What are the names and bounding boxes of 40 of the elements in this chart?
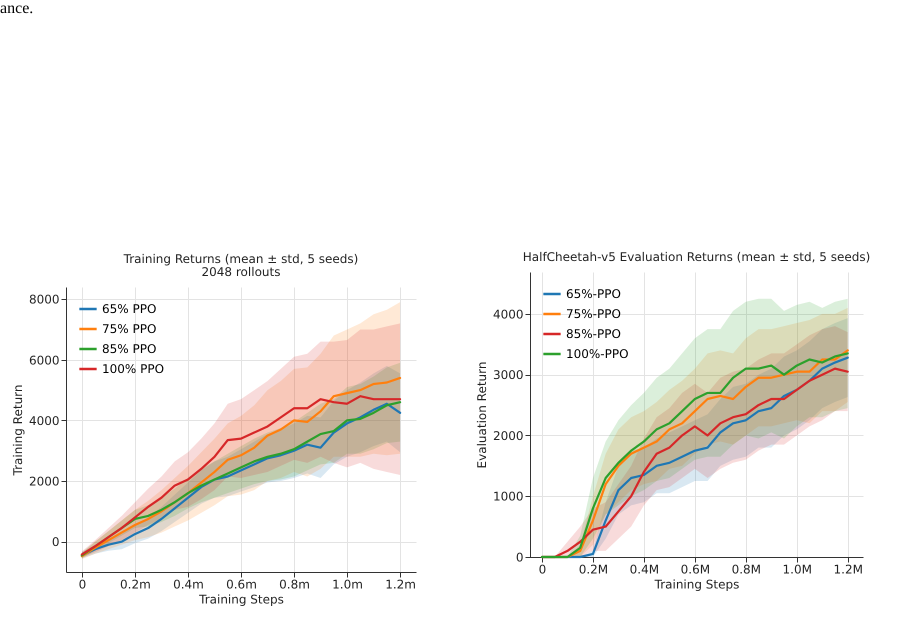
legend-label: 85%-PPO	[566, 327, 621, 341]
y-axis-title: Training Return	[10, 384, 25, 476]
x-tick-label: 0.8M	[732, 562, 762, 576]
legend-label: 65% PPO	[102, 302, 156, 316]
y-tick-label: 3000	[492, 368, 524, 382]
x-axis-title: Training Steps	[198, 592, 284, 606]
x-tick-label: 1.0m	[332, 578, 363, 592]
y-tick-label: 1000	[492, 490, 524, 504]
y-tick-label: 4000	[492, 307, 524, 322]
x-tick-label: 0.8m	[279, 578, 310, 592]
x-tick-label: 1.2M	[833, 562, 863, 576]
x-tick-label: 0.6M	[680, 562, 710, 576]
chart-subtitle: 2048 rollouts	[202, 265, 280, 279]
y-tick-label: 8000	[28, 292, 60, 307]
y-tick-label: 4000	[28, 414, 60, 428]
text: ance.	[0, 0, 34, 18]
x-tick-label: 0	[78, 578, 86, 592]
y-tick-label: 0	[516, 550, 524, 564]
x-tick-label: 0.2m	[120, 578, 151, 592]
x-tick-label: 0.4m	[173, 578, 204, 592]
x-tick-label: 0.6m	[226, 578, 257, 592]
legend-label: 100%-PPO	[566, 347, 629, 361]
legend-label: 85% PPO	[102, 342, 156, 356]
y-tick-label: 6000	[28, 353, 60, 368]
y-tick-label: 0	[52, 535, 60, 550]
chart-title: HalfCheetah-v5 Evaluation Returns (mean ± std, 5 seeds)	[522, 250, 870, 264]
legend-label: 100% PPO	[102, 362, 164, 376]
y-tick-label: 2000	[28, 474, 60, 489]
x-tick-label: 0.4M	[630, 562, 660, 576]
legend-label: 75%-PPO	[566, 307, 621, 321]
x-tick-label: 0	[538, 562, 546, 576]
legend-label: 65%-PPO	[566, 287, 621, 301]
y-tick-label: 2000	[492, 428, 524, 443]
x-axis-title: Training Steps	[654, 578, 740, 592]
x-tick-label: 1.2m	[385, 578, 416, 592]
legend-label: 75% PPO	[102, 322, 156, 336]
x-tick-label: 1.0M	[782, 562, 812, 576]
x-tick-label: 0.2M	[578, 562, 608, 576]
chart-title: Training Returns (mean ± std, 5 seeds)	[122, 252, 358, 266]
y-axis-title: Evaluation Return	[474, 362, 489, 468]
